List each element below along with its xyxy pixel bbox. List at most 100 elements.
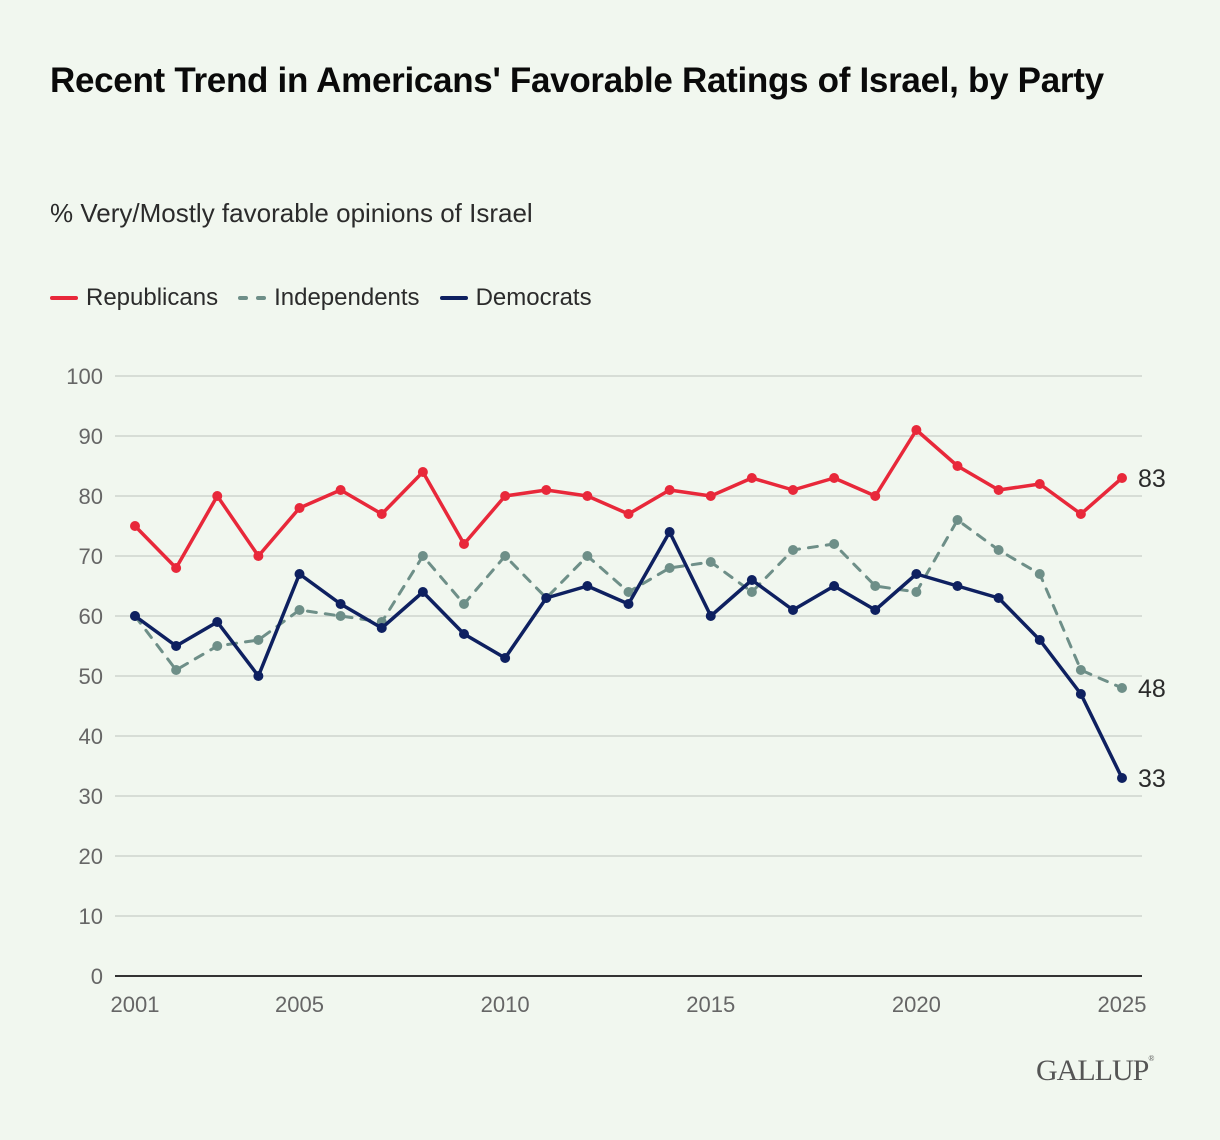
legend-label-independents: Independents	[274, 284, 420, 311]
y-tick-label: 50	[79, 664, 103, 689]
data-point-independents	[705, 557, 716, 567]
data-point-independents	[829, 539, 840, 549]
data-point-democrats	[459, 629, 469, 639]
data-point-independents	[212, 641, 223, 651]
legend-label-democrats: Democrats	[475, 284, 592, 311]
data-point-republicans	[746, 473, 757, 483]
data-point-republicans	[459, 539, 469, 549]
data-point-republicans	[171, 563, 182, 573]
data-point-democrats	[1034, 635, 1045, 645]
data-point-independents	[500, 551, 511, 561]
legend-item-democrats: Democrats	[439, 284, 592, 312]
data-point-democrats	[1075, 689, 1086, 699]
data-point-independents	[335, 611, 346, 621]
series-line-democrats	[133, 530, 1124, 780]
data-point-independents	[952, 515, 963, 525]
data-point-democrats	[705, 611, 716, 621]
data-point-republicans	[788, 485, 798, 495]
series-line-republicans	[133, 428, 1124, 570]
data-point-republicans	[130, 521, 140, 531]
end-label-independents: 48	[1138, 675, 1166, 703]
y-tick-label: 80	[79, 484, 103, 509]
data-point-republicans	[911, 425, 922, 435]
legend-label-republicans: Republicans	[86, 284, 219, 311]
data-point-democrats	[911, 569, 922, 579]
data-point-republicans	[582, 491, 593, 501]
data-point-independents	[1034, 569, 1045, 579]
y-tick-label: 20	[79, 844, 103, 869]
data-point-independents	[788, 545, 798, 555]
data-point-republicans	[376, 509, 387, 519]
y-tick-label: 70	[79, 544, 103, 569]
data-point-republicans	[829, 473, 840, 483]
data-point-republicans	[870, 491, 881, 501]
y-tick-label: 60	[79, 604, 103, 629]
data-point-democrats	[788, 605, 798, 615]
x-tick-label: 2015	[686, 992, 735, 1017]
legend-item-independents: Independents	[238, 284, 420, 312]
data-point-democrats	[171, 641, 182, 651]
data-point-republicans	[664, 485, 675, 495]
y-tick-label: 0	[91, 964, 103, 989]
data-point-republicans	[335, 485, 346, 495]
data-point-republicans	[705, 491, 716, 501]
end-label-democrats: 33	[1138, 765, 1166, 793]
data-point-republicans	[952, 461, 963, 471]
data-point-democrats	[870, 605, 881, 615]
x-tick-label: 2020	[892, 992, 941, 1017]
y-tick-label: 10	[79, 904, 103, 929]
data-point-independents	[623, 587, 634, 597]
x-tick-label: 2010	[481, 992, 530, 1017]
y-tick-label: 40	[79, 724, 103, 749]
data-point-independents	[417, 551, 428, 561]
data-point-democrats	[500, 653, 511, 663]
legend-swatch-independents	[238, 296, 267, 300]
chart-subtitle: % Very/Mostly favorable opinions of Isra…	[50, 198, 533, 228]
data-point-democrats	[130, 611, 140, 621]
data-point-independents	[582, 551, 593, 561]
data-point-independents	[459, 599, 469, 609]
data-point-republicans	[417, 467, 428, 477]
x-tick-label: 2001	[111, 992, 160, 1017]
data-point-democrats	[253, 671, 264, 681]
data-point-republicans	[623, 509, 634, 519]
data-point-independents	[746, 587, 757, 597]
data-point-independents	[911, 587, 922, 597]
data-point-republicans	[294, 503, 305, 513]
data-point-democrats	[993, 593, 1004, 603]
data-point-republicans	[1117, 473, 1127, 483]
data-point-independents	[294, 605, 305, 615]
data-point-democrats	[294, 569, 305, 579]
data-point-democrats	[582, 581, 593, 591]
data-point-independents	[870, 581, 881, 591]
data-point-republicans	[253, 551, 264, 561]
data-point-democrats	[829, 581, 840, 591]
logo-mark: ®	[1148, 1054, 1154, 1063]
data-point-republicans	[993, 485, 1004, 495]
data-point-democrats	[376, 623, 387, 633]
data-point-independents	[1075, 665, 1086, 675]
y-tick-label: 100	[66, 364, 103, 389]
data-point-democrats	[623, 599, 634, 609]
data-point-independents	[1117, 683, 1127, 693]
data-point-independents	[253, 635, 264, 645]
data-point-republicans	[500, 491, 511, 501]
data-point-independents	[171, 665, 182, 675]
data-point-republicans	[212, 491, 223, 501]
data-point-democrats	[541, 593, 552, 603]
data-point-democrats	[1117, 773, 1127, 783]
legend-swatch-republicans	[50, 296, 78, 300]
y-tick-label: 30	[79, 784, 103, 809]
data-point-democrats	[212, 617, 223, 627]
logo-text: GALLUP	[1036, 1054, 1149, 1087]
x-tick-label: 2005	[275, 992, 324, 1017]
gallup-logo: GALLUP®	[1036, 1054, 1154, 1088]
end-label-republicans: 83	[1138, 465, 1166, 493]
data-point-democrats	[952, 581, 963, 591]
data-point-democrats	[417, 587, 428, 597]
data-point-republicans	[1075, 509, 1086, 519]
data-point-democrats	[335, 599, 346, 609]
y-tick-label: 90	[79, 424, 103, 449]
x-tick-label: 2025	[1098, 992, 1147, 1017]
